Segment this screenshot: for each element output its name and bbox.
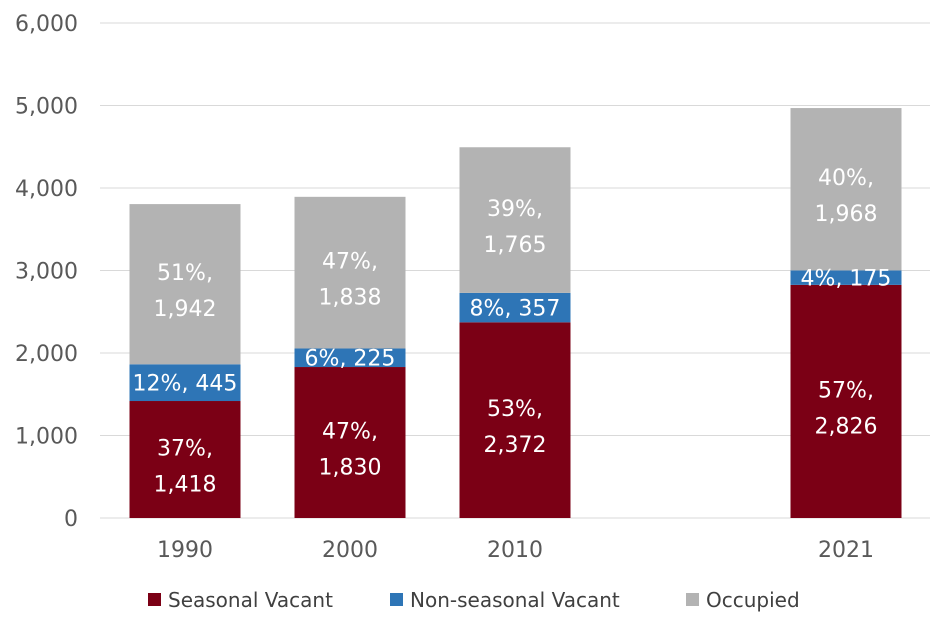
legend-label: Occupied	[706, 588, 800, 612]
bars	[129, 108, 902, 518]
segment-label: 37%, 1,418	[154, 437, 217, 498]
x-tick-label: 1990	[157, 538, 213, 563]
x-tick-label: 2021	[818, 538, 874, 563]
bar-2010-non-seasonal-vacant	[459, 292, 571, 323]
segment-label: 39%, 1,765	[484, 197, 547, 258]
segment-label: 6%, 225	[305, 347, 396, 372]
bar-2021-seasonal-vacant	[790, 284, 902, 518]
bar-1990-seasonal-vacant	[129, 401, 241, 518]
bar-2021-non-seasonal-vacant	[790, 270, 902, 285]
segment-label: 47%, 1,838	[319, 250, 382, 311]
y-tick-label: 4,000	[15, 177, 78, 202]
x-tick-label: 2000	[322, 538, 378, 563]
bar-1990-non-seasonal-vacant	[129, 364, 241, 402]
segment-label: 51%, 1,942	[154, 261, 217, 322]
segment-label: 47%, 1,830	[319, 420, 382, 481]
segment-label: 40%, 1,968	[815, 166, 878, 227]
bar-2000-seasonal-vacant	[294, 367, 406, 518]
x-axis-ticks: 1990 2000 2010 2021	[157, 538, 874, 563]
legend: Seasonal Vacant Non-seasonal Vacant Occupi…	[148, 588, 800, 612]
segment-label: 12%, 445	[133, 372, 238, 397]
bar-1990-occupied	[129, 204, 241, 365]
y-tick-label: 1,000	[15, 425, 78, 450]
y-tick-label: 0	[64, 507, 78, 532]
legend-swatch	[148, 593, 161, 606]
y-tick-label: 2,000	[15, 342, 78, 367]
legend-swatch	[390, 593, 403, 606]
y-axis-ticks: 0 1,000 2,000 3,000 4,000 5,000 6,000	[15, 12, 78, 532]
legend-label: Seasonal Vacant	[168, 588, 333, 612]
bar-2010-occupied	[459, 147, 571, 293]
bar-2000-non-seasonal-vacant	[294, 348, 406, 368]
bar-2000-occupied	[294, 196, 406, 349]
segment-labels: 37%, 1,418 12%, 445 51%, 1,942 47%, 1,830 6%, 2…	[133, 166, 892, 497]
segment-label: 8%, 357	[470, 297, 561, 322]
segment-label: 53%, 2,372	[484, 397, 547, 458]
legend-label: Non-seasonal Vacant	[410, 588, 620, 612]
bar-2021-occupied	[790, 108, 902, 271]
segment-label: 57%, 2,826	[815, 378, 878, 439]
x-tick-label: 2010	[487, 538, 543, 563]
bar-2010-seasonal-vacant	[459, 322, 571, 518]
y-tick-label: 3,000	[15, 260, 78, 285]
y-tick-label: 6,000	[15, 12, 78, 37]
segment-label: 4%, 175	[801, 267, 892, 292]
y-tick-label: 5,000	[15, 95, 78, 120]
legend-swatch	[686, 593, 699, 606]
